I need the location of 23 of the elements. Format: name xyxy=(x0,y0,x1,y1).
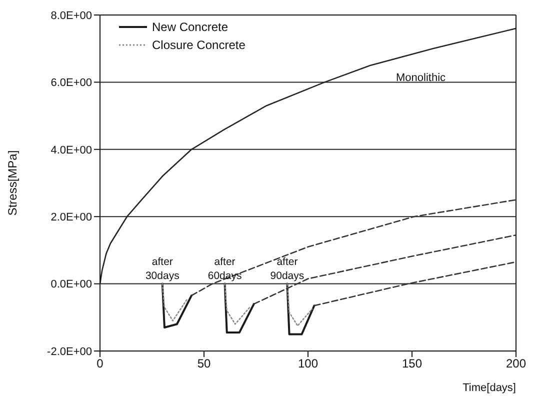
annotation: after 90days xyxy=(270,256,304,282)
line-series xyxy=(286,283,313,326)
y-axis-title: Stress[MPa] xyxy=(5,150,20,216)
line-series xyxy=(190,199,516,296)
y-tick-label: 6.0E+00 xyxy=(50,77,92,90)
line-series xyxy=(224,283,250,325)
y-tick-label: 4.0E+00 xyxy=(50,144,92,156)
x-tick-label: 0 xyxy=(96,356,104,371)
legend-label: Closure Concrete xyxy=(152,37,246,54)
line-series xyxy=(253,234,516,305)
x-tick-label: 50 xyxy=(197,356,211,371)
legend-label: New Concrete xyxy=(152,19,228,36)
y-tick-label: -2.0E+00 xyxy=(47,346,92,358)
y-tick-label: 0.0E+00 xyxy=(50,278,92,291)
x-tick-label: 100 xyxy=(298,356,318,371)
line-series xyxy=(162,283,188,322)
annotation: after 30days xyxy=(145,256,180,282)
annotation: Monolithic xyxy=(396,72,446,84)
y-tick-label: 8.0E+00 xyxy=(50,10,92,22)
x-tick-label: 200 xyxy=(506,356,526,371)
y-tick-label: 2.0E+00 xyxy=(50,212,92,224)
x-tick-label: 150 xyxy=(402,356,422,371)
x-axis-title: Time[days] xyxy=(462,382,516,394)
